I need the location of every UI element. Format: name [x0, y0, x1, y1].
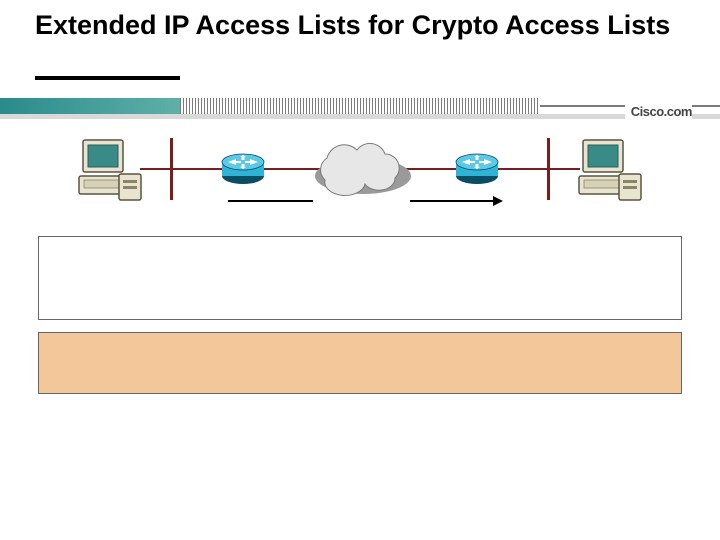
link-router-right-in [497, 168, 547, 170]
router-left-icon [220, 152, 266, 186]
flow-arrow-left [228, 200, 313, 202]
cisco-logo: Cisco.com [625, 104, 692, 119]
pc-left-icon [75, 136, 145, 206]
slide: Extended IP Access Lists for Crypto Acce… [0, 0, 720, 540]
header-divider [0, 98, 720, 120]
flow-arrow-right [410, 200, 495, 202]
link-pc-left [140, 168, 170, 170]
header-green-bar [0, 98, 180, 114]
config-box-2 [38, 332, 682, 394]
pc-right-icon [575, 136, 645, 206]
header-shadow [0, 114, 720, 119]
router-right-icon [454, 152, 500, 186]
header-ticks [180, 98, 540, 114]
network-diagram [40, 128, 680, 228]
cloud-icon [305, 140, 415, 198]
title-underline [35, 76, 180, 80]
link-pc-right [550, 168, 580, 170]
page-title: Extended IP Access Lists for Crypto Acce… [35, 10, 680, 41]
config-box-1 [38, 236, 682, 320]
link-router-left-in [173, 168, 223, 170]
